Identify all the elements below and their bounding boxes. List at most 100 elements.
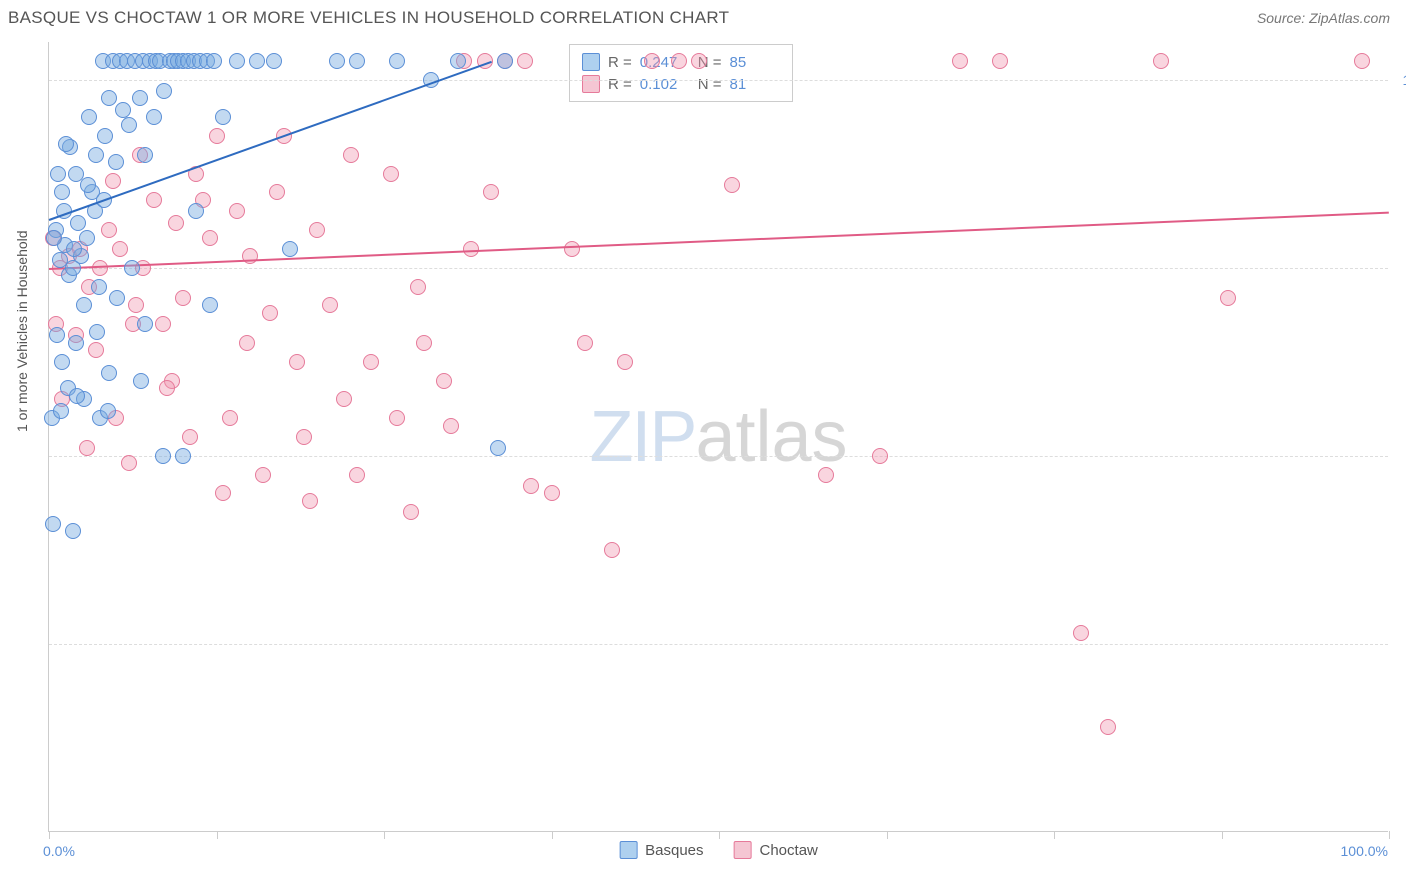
choctaw-point bbox=[209, 128, 225, 144]
choctaw-point bbox=[416, 335, 432, 351]
basques-point bbox=[206, 53, 222, 69]
basques-point bbox=[54, 184, 70, 200]
r-equals-label: R = bbox=[608, 54, 632, 71]
choctaw-point bbox=[517, 53, 533, 69]
choctaw-point bbox=[239, 335, 255, 351]
basques-point bbox=[68, 335, 84, 351]
choctaw-point bbox=[544, 485, 560, 501]
basques-point bbox=[101, 90, 117, 106]
basques-point bbox=[215, 109, 231, 125]
choctaw-point bbox=[691, 53, 707, 69]
choctaw-point bbox=[202, 230, 218, 246]
basques-point bbox=[70, 215, 86, 231]
choctaw-point bbox=[343, 147, 359, 163]
choctaw-point bbox=[112, 241, 128, 257]
choctaw-point bbox=[255, 467, 271, 483]
choctaw-legend-swatch-icon bbox=[734, 841, 752, 859]
choctaw-point bbox=[229, 203, 245, 219]
y-tick-label: 100.0% bbox=[1403, 72, 1406, 88]
choctaw-point bbox=[242, 248, 258, 264]
basques-point bbox=[490, 440, 506, 456]
choctaw-point bbox=[577, 335, 593, 351]
choctaw-point bbox=[269, 184, 285, 200]
basques-point bbox=[97, 128, 113, 144]
x-tick bbox=[552, 831, 553, 839]
x-tick bbox=[887, 831, 888, 839]
choctaw-point bbox=[992, 53, 1008, 69]
choctaw-point bbox=[155, 316, 171, 332]
basques-point bbox=[137, 316, 153, 332]
basques-point bbox=[54, 354, 70, 370]
choctaw-point bbox=[175, 290, 191, 306]
choctaw-n-value: 81 bbox=[730, 76, 780, 93]
n-equals-label: N = bbox=[698, 76, 722, 93]
choctaw-point bbox=[88, 342, 104, 358]
x-axis-max-label: 100.0% bbox=[1341, 843, 1388, 859]
choctaw-point bbox=[1220, 290, 1236, 306]
choctaw-point bbox=[215, 485, 231, 501]
choctaw-r-value: 0.102 bbox=[640, 76, 690, 93]
basques-point bbox=[229, 53, 245, 69]
basques-point bbox=[349, 53, 365, 69]
basques-point bbox=[329, 53, 345, 69]
r-equals-label: R = bbox=[608, 76, 632, 93]
basques-point bbox=[50, 166, 66, 182]
watermark-zip: ZIP bbox=[589, 397, 695, 477]
grid-line bbox=[49, 644, 1388, 645]
grid-line bbox=[49, 456, 1388, 457]
basques-point bbox=[124, 260, 140, 276]
choctaw-point bbox=[222, 410, 238, 426]
basques-swatch-icon bbox=[582, 53, 600, 71]
choctaw-point bbox=[389, 410, 405, 426]
choctaw-point bbox=[101, 222, 117, 238]
choctaw-point bbox=[410, 279, 426, 295]
choctaw-point bbox=[443, 418, 459, 434]
choctaw-point bbox=[146, 192, 162, 208]
basques-point bbox=[58, 136, 74, 152]
x-tick bbox=[1054, 831, 1055, 839]
x-tick bbox=[719, 831, 720, 839]
choctaw-point bbox=[168, 215, 184, 231]
chart-container: 1 or more Vehicles in Household ZIPatlas… bbox=[0, 32, 1406, 872]
basques-point bbox=[80, 177, 96, 193]
choctaw-point bbox=[1100, 719, 1116, 735]
basques-point bbox=[65, 523, 81, 539]
basques-point bbox=[76, 297, 92, 313]
basques-point bbox=[66, 241, 82, 257]
choctaw-point bbox=[296, 429, 312, 445]
basques-point bbox=[202, 297, 218, 313]
basques-point bbox=[155, 448, 171, 464]
series-legend: Basques Choctaw bbox=[619, 841, 818, 859]
grid-line bbox=[49, 80, 1388, 81]
y-axis-label: 1 or more Vehicles in Household bbox=[14, 230, 30, 432]
choctaw-point bbox=[159, 380, 175, 396]
basques-point bbox=[137, 147, 153, 163]
chart-header: BASQUE VS CHOCTAW 1 OR MORE VEHICLES IN … bbox=[0, 0, 1406, 32]
choctaw-point bbox=[671, 53, 687, 69]
choctaw-point bbox=[1354, 53, 1370, 69]
choctaw-trend-line bbox=[49, 211, 1389, 269]
basques-point bbox=[81, 109, 97, 125]
choctaw-point bbox=[564, 241, 580, 257]
choctaw-point bbox=[309, 222, 325, 238]
basques-point bbox=[53, 403, 69, 419]
basques-point bbox=[69, 388, 85, 404]
choctaw-point bbox=[262, 305, 278, 321]
basques-legend-label: Basques bbox=[645, 842, 703, 859]
choctaw-point bbox=[872, 448, 888, 464]
basques-point bbox=[175, 448, 191, 464]
basques-point bbox=[89, 324, 105, 340]
choctaw-swatch-icon bbox=[582, 75, 600, 93]
basques-point bbox=[282, 241, 298, 257]
basques-point bbox=[108, 154, 124, 170]
basques-point bbox=[249, 53, 265, 69]
choctaw-point bbox=[1153, 53, 1169, 69]
basques-point bbox=[389, 53, 405, 69]
legend-item-choctaw: Choctaw bbox=[734, 841, 818, 859]
basques-n-value: 85 bbox=[730, 54, 780, 71]
legend-item-basques: Basques bbox=[619, 841, 703, 859]
chart-title: BASQUE VS CHOCTAW 1 OR MORE VEHICLES IN … bbox=[8, 8, 729, 28]
x-axis-min-label: 0.0% bbox=[43, 843, 75, 859]
choctaw-point bbox=[105, 173, 121, 189]
watermark-atlas: atlas bbox=[695, 397, 847, 477]
